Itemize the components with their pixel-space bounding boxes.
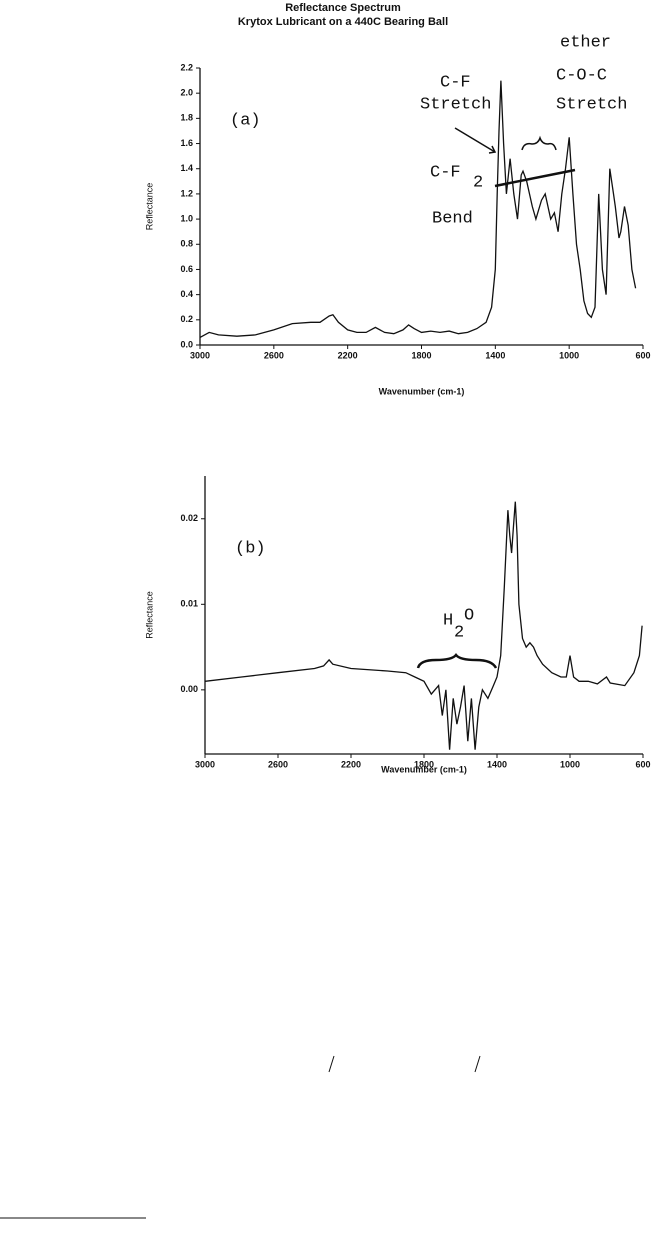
y-tick-label: 1.2 bbox=[180, 188, 193, 198]
x-tick-label: 2200 bbox=[338, 350, 358, 360]
x-tick-label: 1000 bbox=[560, 759, 580, 769]
annotation: C-O-C bbox=[556, 66, 607, 85]
y-tick-label: 0.6 bbox=[180, 264, 193, 274]
x-tick-label: 3000 bbox=[195, 759, 215, 769]
y-tick-label: 1.4 bbox=[180, 163, 193, 173]
x-tick-label: 1800 bbox=[411, 350, 431, 360]
y-tick-label: 2.0 bbox=[180, 88, 193, 98]
y-tick-label: 1.8 bbox=[180, 113, 193, 123]
arrow-head bbox=[488, 145, 497, 154]
brace bbox=[521, 135, 557, 151]
y-tick-label: 0.8 bbox=[180, 239, 193, 249]
x-tick-label: 1400 bbox=[485, 350, 505, 360]
annotation: H bbox=[443, 611, 453, 630]
x-tick-label: 2600 bbox=[264, 350, 284, 360]
annotation: ether bbox=[560, 33, 611, 52]
chart-title: Reflectance Spectrum bbox=[285, 2, 401, 14]
pointer-line bbox=[494, 168, 576, 188]
annotation: Stretch bbox=[556, 95, 627, 114]
annotation: O bbox=[464, 606, 474, 625]
x-tick-label: 2600 bbox=[268, 759, 288, 769]
y-tick-label: 2.2 bbox=[180, 62, 193, 72]
slash-mark bbox=[328, 1055, 481, 1073]
y-axis-label: Reflectance bbox=[144, 591, 154, 639]
x-axis-label: Wavenumber (cm-1) bbox=[379, 386, 465, 396]
x-tick-label: 1400 bbox=[487, 759, 507, 769]
brace bbox=[416, 653, 498, 669]
spectrum-line bbox=[204, 501, 643, 750]
annotation: 2 bbox=[473, 173, 483, 192]
y-tick-label: 1.0 bbox=[180, 213, 193, 223]
x-tick-label: 3000 bbox=[190, 350, 210, 360]
annotation: (b) bbox=[235, 539, 266, 558]
arrow bbox=[454, 127, 496, 153]
x-tick-label: 600 bbox=[635, 350, 650, 360]
x-tick-label: 1800 bbox=[414, 759, 434, 769]
annotation: C-F bbox=[440, 73, 471, 92]
annotation: (a) bbox=[230, 111, 261, 130]
chart-subtitle: Krytox Lubricant on a 440C Bearing Ball bbox=[238, 16, 448, 28]
y-tick-label: 0.02 bbox=[180, 513, 198, 523]
y-axis-label: Reflectance bbox=[144, 183, 154, 231]
x-tick-label: 600 bbox=[635, 759, 650, 769]
annotation: Stretch bbox=[420, 95, 491, 114]
x-axis-label: Wavenumber (cm-1) bbox=[381, 764, 467, 774]
annotation: 2 bbox=[454, 623, 464, 642]
annotation: C-F bbox=[430, 163, 461, 182]
x-tick-label: 1000 bbox=[559, 350, 579, 360]
y-tick-label: 0.2 bbox=[180, 314, 193, 324]
y-tick-label: 0.4 bbox=[180, 289, 193, 299]
x-tick-label: 2200 bbox=[341, 759, 361, 769]
y-tick-label: 1.6 bbox=[180, 138, 193, 148]
y-tick-label: 0.00 bbox=[180, 684, 198, 694]
y-tick-label: 0.0 bbox=[180, 339, 193, 349]
y-tick-label: 0.01 bbox=[180, 599, 198, 609]
decorations bbox=[0, 127, 576, 1219]
annotation: Bend bbox=[432, 209, 473, 228]
spectrum-line bbox=[199, 80, 637, 338]
